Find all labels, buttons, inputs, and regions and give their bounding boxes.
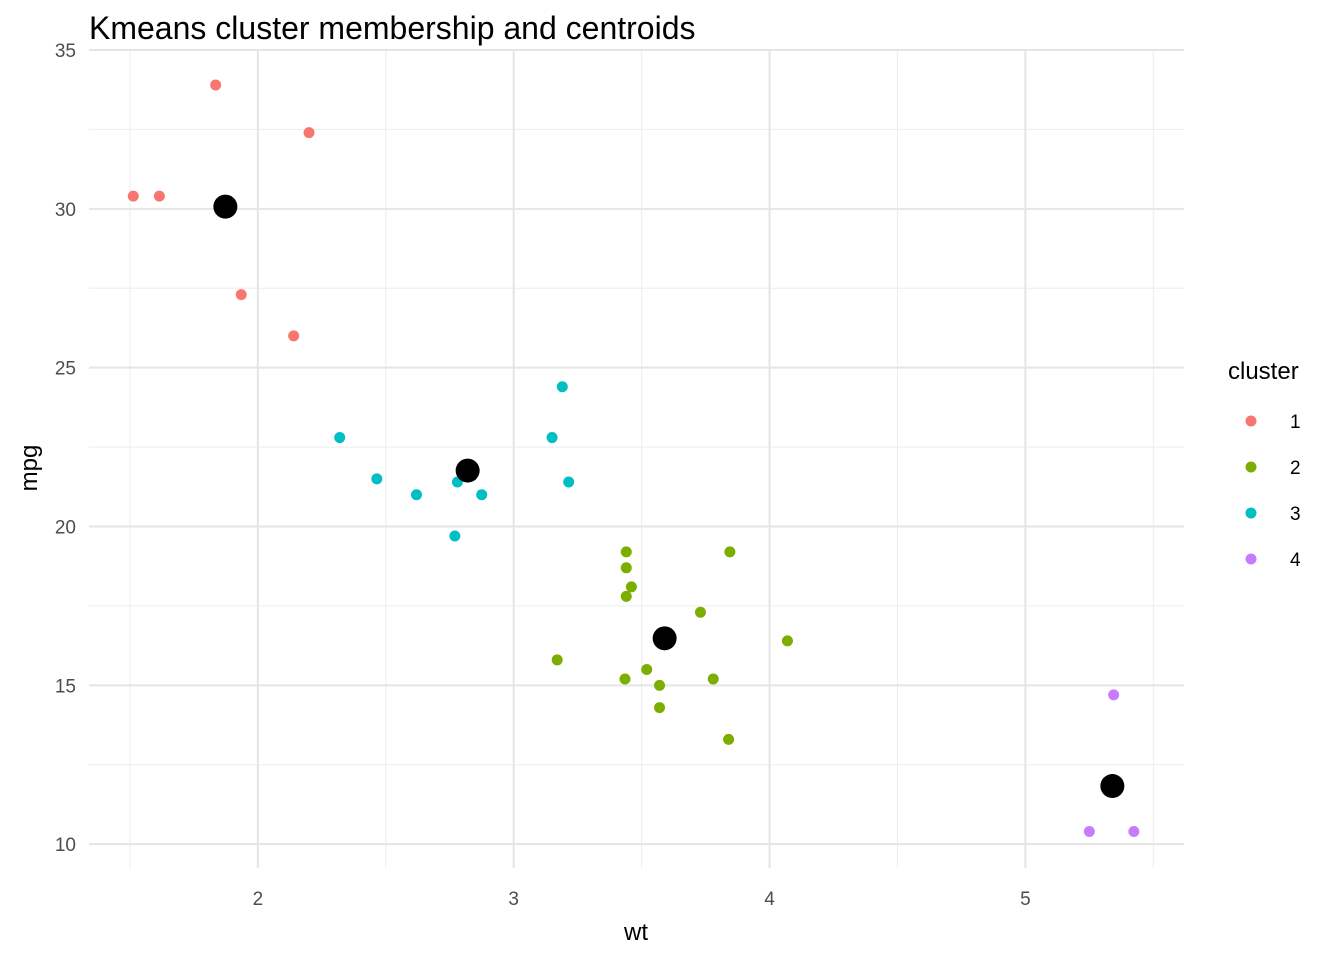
x-axis-ticks: 2 3 4 5	[253, 889, 1031, 910]
centroid-cluster-2	[652, 626, 677, 651]
cluster-2-point	[625, 581, 637, 593]
x-tick-label: 4	[764, 889, 775, 910]
y-tick-label: 15	[55, 676, 76, 697]
legend-label-2: 2	[1290, 458, 1301, 479]
cluster-1-point	[153, 190, 165, 202]
cluster-1-point	[288, 330, 300, 342]
cluster-2-point	[620, 546, 632, 558]
x-tick-label: 5	[1020, 889, 1031, 910]
cluster-2-point	[641, 663, 653, 675]
cluster-4-point	[1108, 689, 1120, 701]
centroid-cluster-1	[213, 194, 238, 219]
centroid-cluster-3	[455, 458, 480, 483]
cluster-2-point	[619, 673, 631, 685]
cluster-2-point	[551, 654, 563, 666]
cluster-3-point	[410, 489, 422, 501]
cluster-4-point	[1083, 825, 1095, 837]
cluster-1-point	[303, 127, 315, 139]
x-tick-label: 3	[508, 889, 519, 910]
chart-title: Kmeans cluster membership and centroids	[89, 10, 696, 46]
x-tick-label: 2	[253, 889, 264, 910]
legend: cluster 1 2 3 4	[1228, 358, 1301, 571]
cluster-4-point	[1128, 825, 1140, 837]
legend-key-3	[1245, 507, 1257, 519]
cluster-2-point	[620, 562, 632, 574]
data-points	[127, 79, 1140, 837]
cluster-3-point	[334, 432, 346, 444]
centroids	[213, 194, 1125, 799]
legend-key-4	[1245, 553, 1257, 565]
cluster-2-point	[781, 635, 793, 647]
cluster-3-point	[476, 489, 488, 501]
cluster-2-point	[707, 673, 719, 685]
y-tick-label: 25	[55, 359, 76, 380]
y-tick-label: 35	[55, 41, 76, 62]
cluster-3-point	[371, 473, 383, 485]
cluster-3-point	[546, 432, 558, 444]
legend-key-1	[1245, 415, 1257, 427]
cluster-2-point	[654, 702, 666, 714]
legend-label-3: 3	[1290, 504, 1301, 525]
cluster-2-point	[724, 546, 736, 558]
y-axis-ticks: 10 15 20 25 30 35	[55, 41, 76, 856]
cluster-1-point	[127, 190, 139, 202]
cluster-2-point	[723, 733, 735, 745]
centroid-cluster-4	[1100, 774, 1125, 799]
y-tick-label: 30	[55, 200, 76, 221]
cluster-1-point	[210, 79, 222, 91]
cluster-1-point	[235, 289, 247, 301]
legend-title: cluster	[1228, 358, 1299, 385]
y-axis-title: mpg	[16, 445, 43, 492]
grid	[89, 49, 1184, 868]
cluster-2-point	[694, 606, 706, 618]
legend-label-1: 1	[1290, 412, 1301, 433]
legend-key-2	[1245, 461, 1257, 473]
x-axis-title: wt	[623, 919, 648, 946]
cluster-3-point	[563, 476, 575, 488]
cluster-2-point	[620, 590, 632, 602]
cluster-3-point	[556, 381, 568, 393]
cluster-2-point	[654, 679, 666, 691]
y-tick-label: 20	[55, 518, 76, 539]
cluster-3-point	[449, 530, 461, 542]
legend-label-4: 4	[1290, 550, 1301, 571]
y-tick-label: 10	[55, 835, 76, 856]
